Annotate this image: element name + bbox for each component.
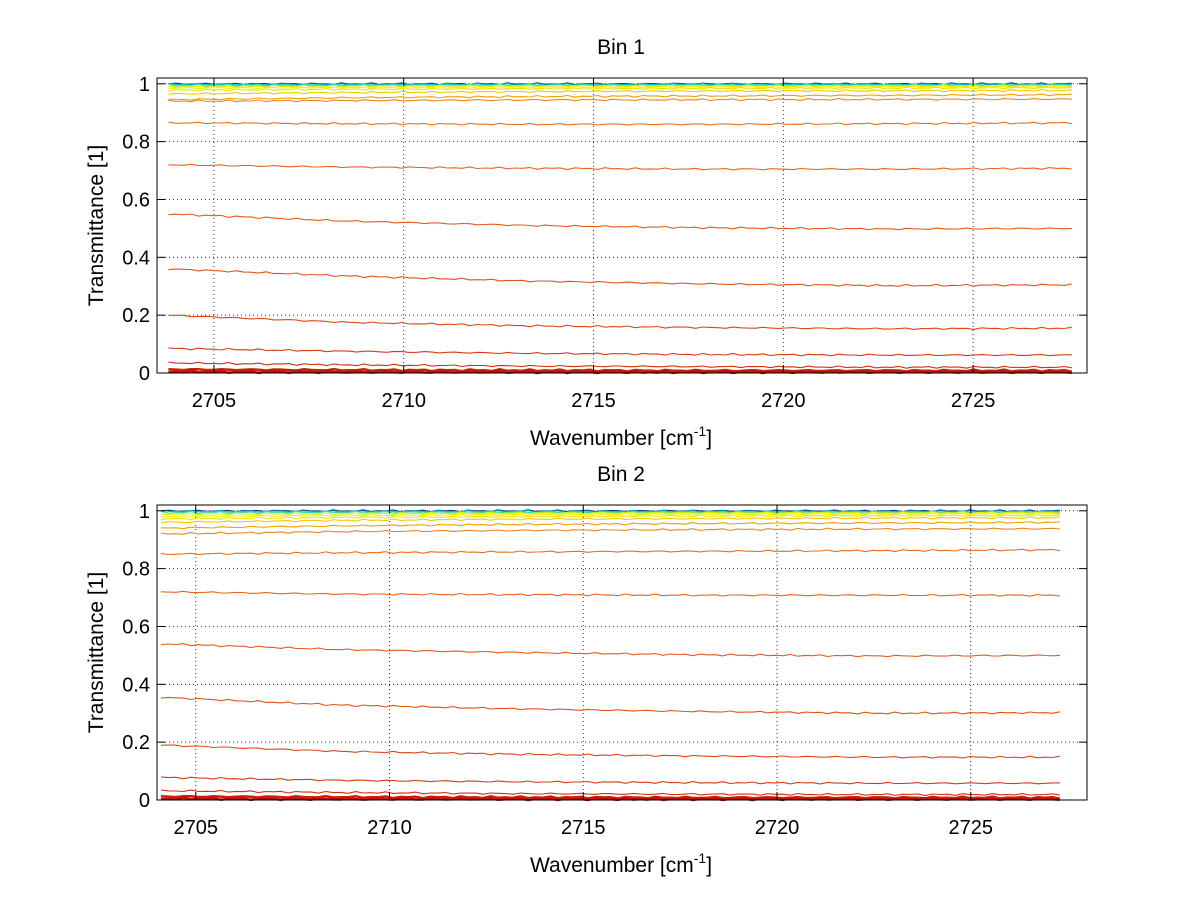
x-tick-label: 2710 xyxy=(367,817,412,839)
series-line xyxy=(160,511,1060,516)
series-line xyxy=(160,643,1060,658)
series-lines xyxy=(168,82,1073,375)
chart-title: Bin 2 xyxy=(597,463,645,486)
x-tick-label: 2715 xyxy=(561,817,606,839)
series-line xyxy=(160,509,1060,513)
x-axis-label-main: Wavenumber [cm xyxy=(530,427,694,450)
series-line xyxy=(168,84,1072,88)
axes-background xyxy=(157,505,1087,800)
series-line xyxy=(160,514,1060,521)
series-line xyxy=(168,86,1072,92)
series-line xyxy=(168,121,1072,126)
series-line xyxy=(160,548,1060,556)
x-axis-label-main: Wavenumber [cm xyxy=(530,854,694,877)
x-tick-label: 2725 xyxy=(949,817,994,839)
series-line xyxy=(160,509,1060,513)
series-line xyxy=(168,82,1072,86)
series-line xyxy=(160,527,1060,535)
plot-panel-bin-2: 2705 2710 2715 2720 2725 0 0.2 0.4 0.6 0.8 1 Bin 2… xyxy=(85,463,1088,877)
plot-panel-bin-1: 2705 2710 2715 2720 2725 0 0.2 0.4 0.6 0.8 1 Bin 1… xyxy=(85,36,1088,450)
x-tick-label: 2720 xyxy=(761,390,806,412)
x-axis-label-superscript: -1 xyxy=(694,423,707,439)
y-axis-label: Transmittance [1] xyxy=(85,145,108,306)
chart-title: Bin 1 xyxy=(597,36,645,59)
x-tick-label: 2705 xyxy=(192,390,237,412)
y-tick-label: 0.2 xyxy=(122,732,150,754)
series-line xyxy=(168,367,1073,373)
series-line xyxy=(168,163,1072,171)
series-line xyxy=(168,85,1072,90)
axes-box xyxy=(156,504,1088,801)
y-tick-label: 0.6 xyxy=(122,189,150,211)
series-line xyxy=(160,512,1060,518)
x-tick-label: 2725 xyxy=(951,390,996,412)
x-axis-label: Wavenumber [cm-1] xyxy=(530,850,712,877)
series-line xyxy=(168,347,1072,357)
axis-ticks: 2705 2710 2715 2720 2725 0 0.2 0.4 0.6 0.8 1 xyxy=(122,74,1087,412)
series-line xyxy=(168,361,1072,369)
x-axis-label-suffix: ] xyxy=(706,427,712,450)
y-axis-label: Transmittance [1] xyxy=(85,572,108,733)
y-tick-label: 0.8 xyxy=(122,559,150,581)
x-tick-label: 2715 xyxy=(571,390,616,412)
series-line xyxy=(168,314,1072,330)
y-tick-label: 0.8 xyxy=(122,132,150,154)
series-line xyxy=(160,510,1060,514)
series-line xyxy=(168,93,1072,101)
series-line xyxy=(160,516,1060,524)
x-axis-label-superscript: -1 xyxy=(694,850,707,866)
series-line xyxy=(160,776,1060,785)
series-line xyxy=(160,794,1061,800)
series-line xyxy=(160,789,1060,797)
y-tick-label: 1 xyxy=(139,74,150,96)
axes-background xyxy=(157,78,1087,373)
series-line xyxy=(168,82,1072,86)
y-tick-label: 0 xyxy=(139,363,150,385)
y-tick-label: 0.4 xyxy=(122,247,150,269)
x-axis-label-suffix: ] xyxy=(706,854,712,877)
x-tick-label: 2705 xyxy=(174,817,219,839)
series-line xyxy=(168,88,1072,96)
series-line xyxy=(160,696,1061,715)
y-tick-label: 0 xyxy=(139,790,150,812)
y-tick-label: 0.6 xyxy=(122,616,150,638)
x-tick-label: 2710 xyxy=(381,390,426,412)
series-line xyxy=(168,213,1072,231)
y-tick-label: 1 xyxy=(139,501,150,523)
x-axis-label: Wavenumber [cm-1] xyxy=(530,423,712,450)
axis-ticks: 2705 2710 2715 2720 2725 0 0.2 0.4 0.6 0.8 1 xyxy=(122,501,1087,839)
series-line xyxy=(168,268,1072,287)
series-line xyxy=(160,521,1060,530)
y-tick-label: 0.2 xyxy=(122,305,150,327)
series-line xyxy=(160,744,1060,759)
series-line xyxy=(160,590,1060,597)
y-tick-label: 0.4 xyxy=(122,674,150,696)
x-tick-label: 2720 xyxy=(755,817,800,839)
series-line xyxy=(168,97,1072,103)
axes-box xyxy=(156,77,1088,374)
